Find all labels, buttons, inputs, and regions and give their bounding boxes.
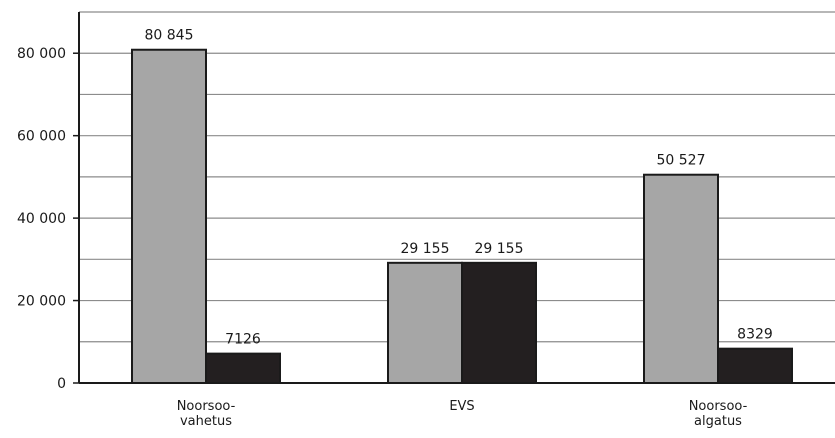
data-label: 29 155 bbox=[475, 241, 524, 257]
category-label: Noorsoo-algatus bbox=[689, 399, 748, 429]
data-label: 50 527 bbox=[657, 153, 706, 169]
bar bbox=[131, 48, 207, 384]
bar bbox=[387, 261, 463, 385]
data-label: 8329 bbox=[737, 327, 773, 343]
y-tick-label: 80 000 bbox=[17, 46, 66, 62]
data-label: 7126 bbox=[225, 332, 261, 348]
y-tick-label: 20 000 bbox=[17, 294, 66, 310]
data-label: 29 155 bbox=[401, 241, 450, 257]
y-tick-label: 40 000 bbox=[17, 211, 66, 227]
y-tick-label: 60 000 bbox=[17, 129, 66, 145]
bar bbox=[461, 261, 537, 385]
category-label: EVS bbox=[449, 399, 474, 414]
data-label: 80 845 bbox=[145, 28, 194, 44]
bar bbox=[643, 173, 719, 384]
category-label: Noorsoo-vahetus bbox=[177, 399, 236, 429]
y-tick-label: 0 bbox=[57, 376, 66, 392]
bar bbox=[205, 352, 281, 384]
bar bbox=[717, 347, 793, 385]
